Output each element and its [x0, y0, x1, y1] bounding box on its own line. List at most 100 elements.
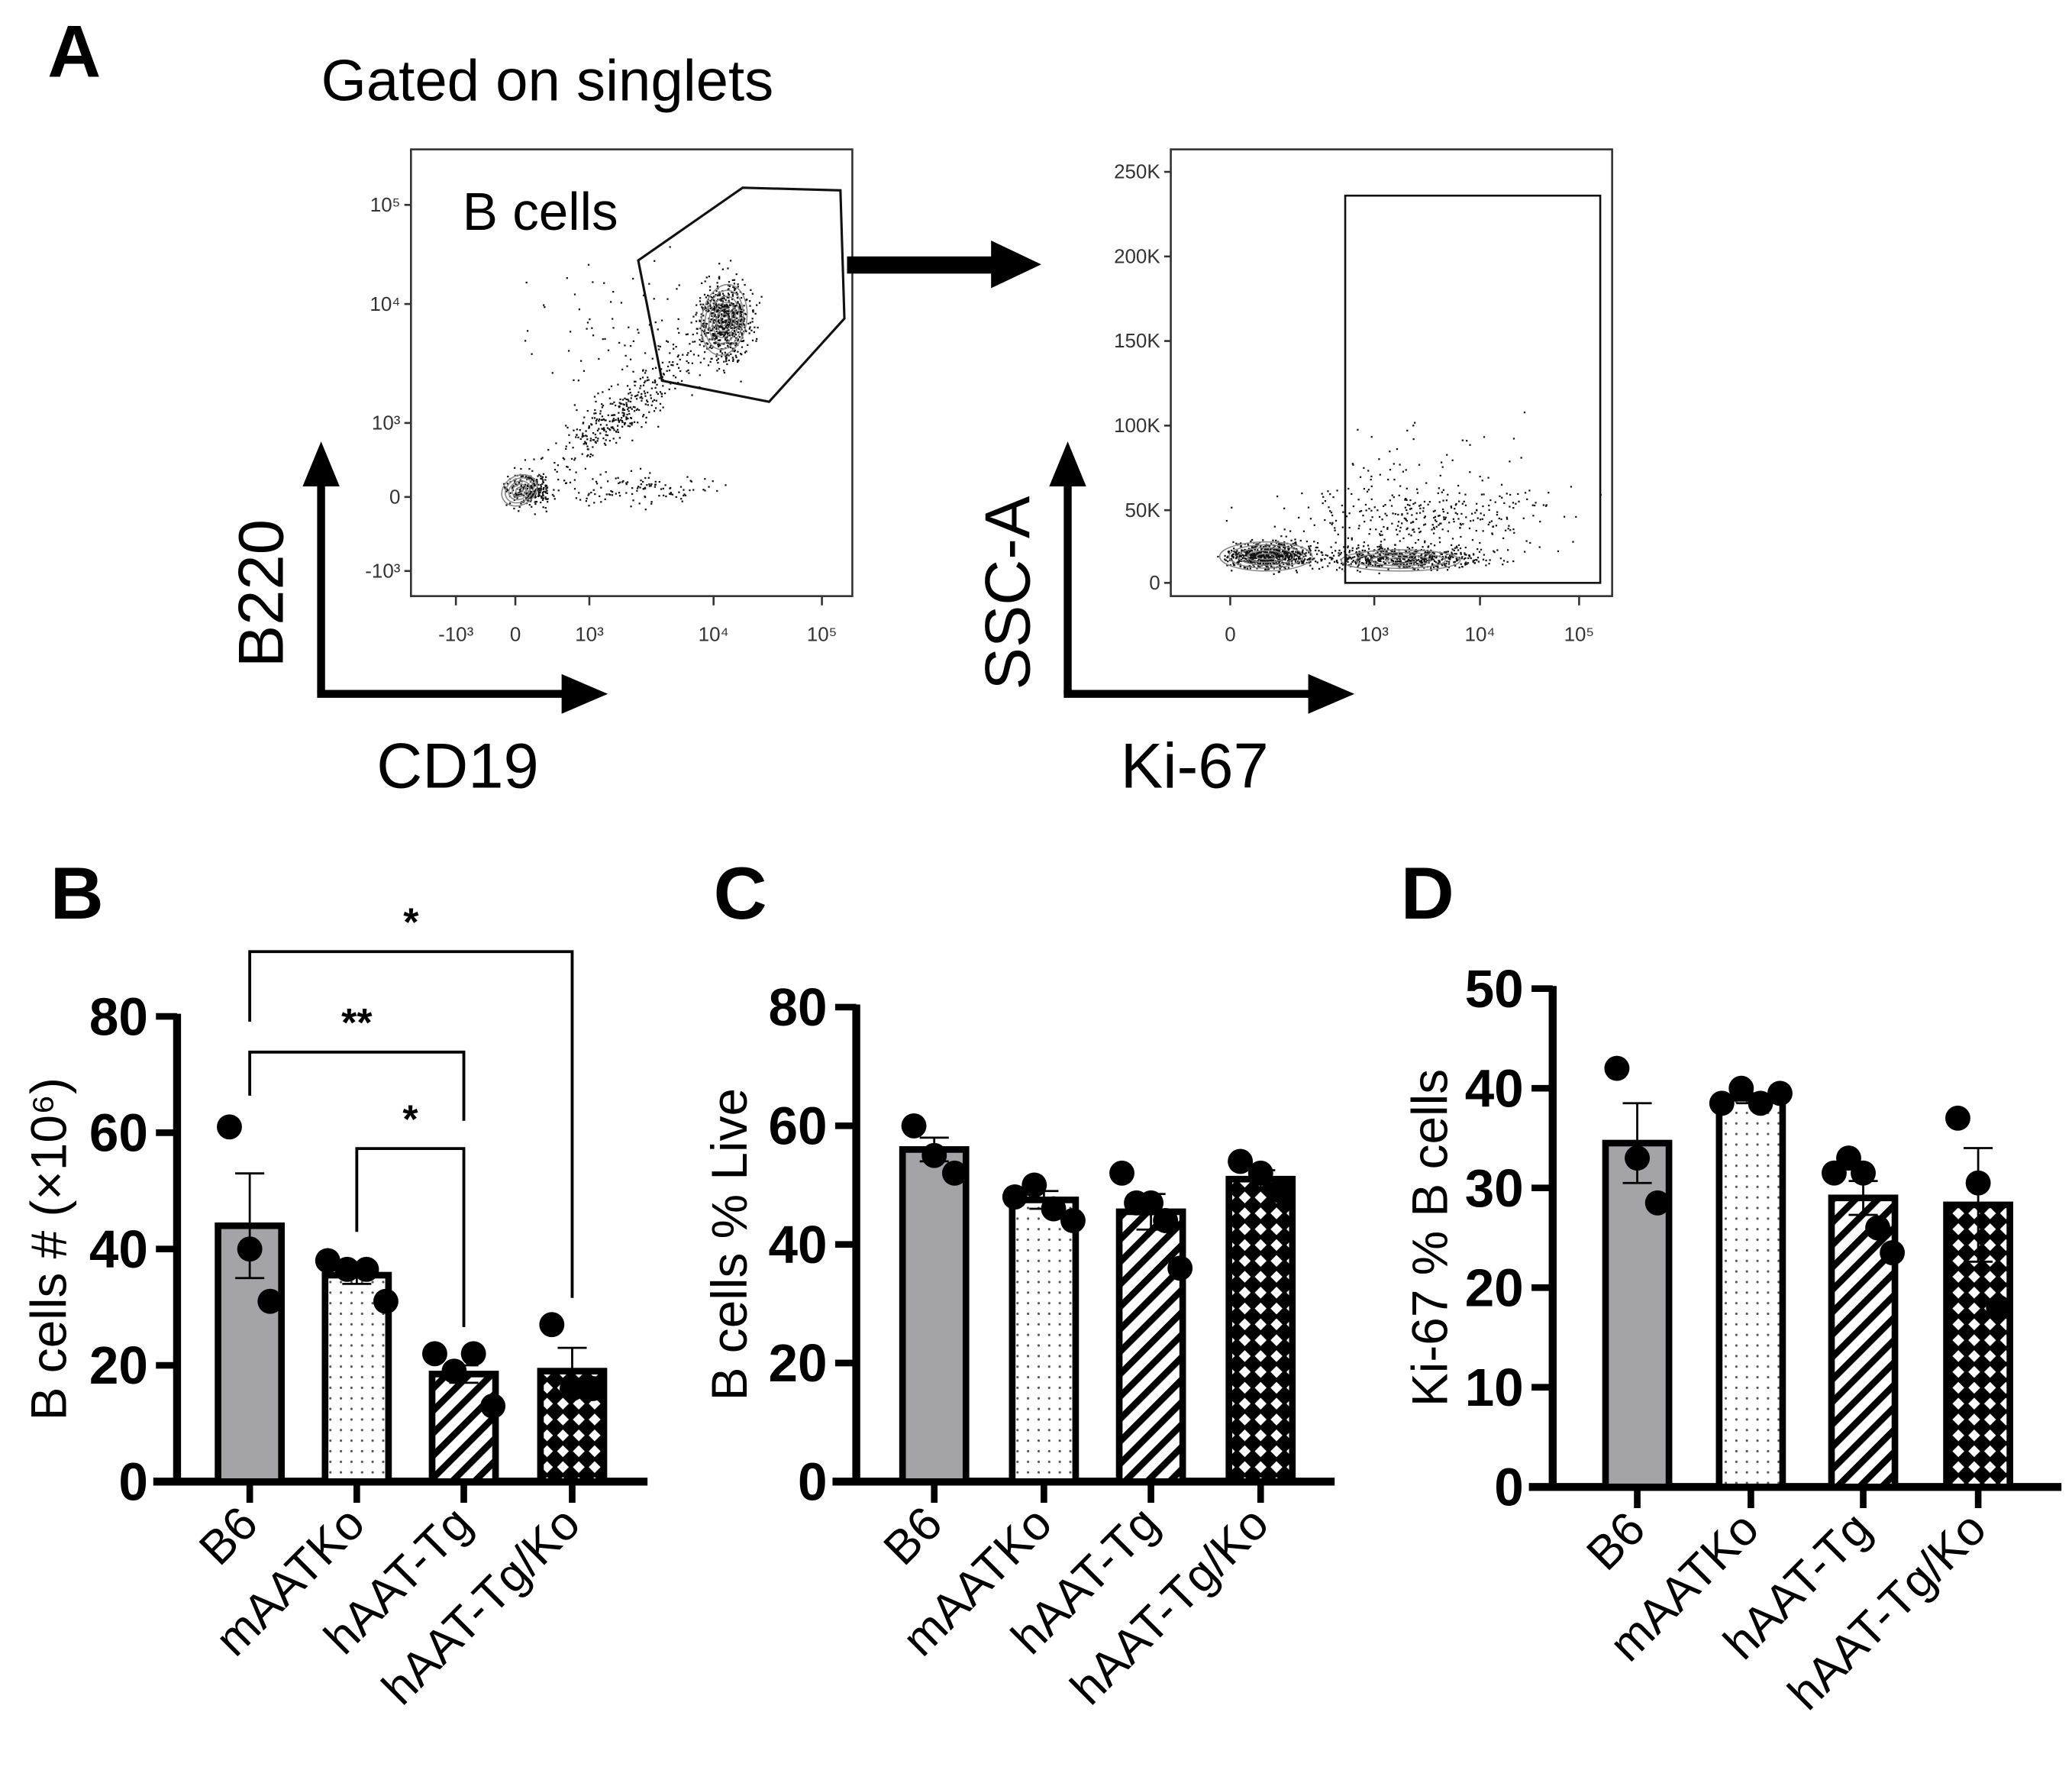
event-dot — [1348, 526, 1351, 529]
event-dot — [737, 331, 739, 334]
event-dot — [699, 300, 702, 302]
event-dot — [749, 300, 751, 302]
event-dot — [1445, 556, 1447, 559]
event-dot — [721, 333, 724, 335]
event-dot — [701, 329, 703, 331]
event-dot — [1439, 474, 1441, 477]
event-dot — [1419, 507, 1422, 509]
event-dot — [1259, 546, 1262, 548]
event-dot — [540, 477, 542, 480]
event-dot — [621, 419, 624, 422]
event-dot — [512, 486, 514, 489]
event-dot — [1394, 547, 1396, 551]
event-dot — [1423, 567, 1425, 569]
event-dot — [1466, 563, 1468, 565]
bar-haat-tg — [428, 1371, 499, 1485]
event-dot — [1231, 555, 1234, 558]
event-dot — [1270, 564, 1272, 566]
event-dot — [628, 406, 630, 409]
event-dot — [1365, 555, 1367, 557]
event-dot — [538, 489, 541, 492]
event-dot — [1448, 522, 1451, 524]
event-dot — [1415, 512, 1418, 515]
event-dot — [578, 308, 581, 311]
significance-bracket — [248, 1050, 466, 1121]
data-point — [1865, 1215, 1891, 1241]
event-dot — [583, 416, 586, 418]
event-dot — [1267, 562, 1270, 564]
event-dot — [1373, 506, 1376, 509]
event-dot — [1287, 548, 1289, 551]
event-dot — [1260, 548, 1263, 551]
event-dot — [1438, 515, 1441, 517]
event-dot — [1531, 504, 1534, 506]
event-dot — [578, 492, 580, 494]
event-dot — [1292, 542, 1294, 545]
event-dot — [686, 333, 689, 335]
event-dot — [1416, 563, 1418, 565]
event-dot — [544, 496, 547, 499]
event-dot — [670, 383, 672, 385]
event-dot — [1426, 552, 1428, 554]
event-dot — [672, 364, 674, 367]
event-dot — [725, 325, 728, 328]
event-dot — [728, 293, 730, 296]
event-dot — [1225, 559, 1227, 561]
event-dot — [666, 340, 668, 342]
event-dot — [630, 417, 633, 419]
event-dot — [1390, 558, 1393, 561]
event-dot — [721, 326, 723, 328]
event-dot — [1238, 556, 1241, 558]
event-dot — [544, 479, 547, 481]
event-dot — [613, 419, 615, 422]
event-dot — [553, 489, 555, 491]
data-point — [1153, 1208, 1179, 1233]
event-dot — [1443, 563, 1445, 565]
event-dot — [712, 334, 715, 337]
event-dot — [716, 295, 719, 297]
event-dot — [743, 320, 745, 322]
event-dot — [691, 394, 693, 396]
event-dot — [723, 314, 726, 316]
event-dot — [1481, 518, 1483, 520]
event-dot — [681, 500, 683, 502]
event-dot — [1454, 508, 1456, 510]
event-dot — [723, 360, 725, 363]
event-dot — [1236, 561, 1238, 564]
contour-line — [719, 313, 729, 327]
event-dot — [1512, 528, 1515, 531]
event-dot — [520, 476, 522, 478]
event-dot — [1331, 557, 1334, 560]
event-dot — [715, 302, 718, 305]
event-dot — [716, 370, 718, 372]
event-dot — [728, 281, 731, 283]
event-dot — [525, 492, 528, 494]
event-dot — [1438, 537, 1441, 539]
event-dot — [1282, 550, 1284, 552]
event-dot — [711, 312, 713, 315]
event-dot — [1338, 552, 1340, 554]
event-dot — [590, 491, 592, 494]
event-dot — [1364, 556, 1367, 558]
event-dot — [592, 439, 594, 441]
event-dot — [1293, 558, 1296, 560]
event-dot — [1234, 552, 1238, 554]
event-dot — [709, 321, 712, 323]
event-dot — [1320, 560, 1322, 562]
event-dot — [601, 415, 603, 418]
event-dot — [617, 431, 620, 434]
event-dot — [1249, 553, 1251, 556]
event-dot — [1499, 495, 1501, 498]
event-dot — [669, 487, 671, 489]
event-dot — [1487, 476, 1489, 479]
event-dot — [1334, 527, 1336, 529]
event-dot — [601, 403, 603, 405]
event-dot — [606, 434, 608, 437]
event-dot — [751, 339, 754, 341]
event-dot — [725, 360, 728, 363]
event-dot — [689, 343, 691, 345]
event-dot — [1454, 512, 1457, 514]
event-dot — [1393, 496, 1395, 499]
event-dot — [1464, 504, 1467, 506]
event-dot — [1268, 544, 1270, 547]
